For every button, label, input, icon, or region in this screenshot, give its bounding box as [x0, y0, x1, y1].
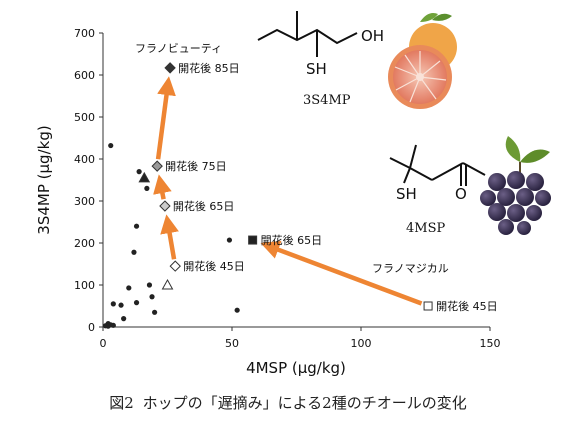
dot-point — [133, 300, 140, 306]
diamond-point — [159, 200, 171, 212]
trend-arrows — [153, 76, 423, 306]
dot-point — [144, 185, 150, 191]
y-tick-label: 200 — [74, 237, 95, 250]
diamond-point — [169, 260, 181, 272]
trend-arrow — [153, 174, 172, 200]
dot-point — [108, 142, 114, 149]
dot-point — [149, 294, 155, 300]
y-tick-label: 500 — [74, 111, 95, 124]
dot-point — [110, 301, 116, 307]
x-axis-label: 4MSP (μg/kg) — [246, 359, 346, 377]
molecule-3s4mp-oh: OH — [361, 27, 384, 45]
figure-caption: 図2 ホップの「遅摘み」による2種のチオールの変化 — [0, 392, 576, 413]
molecule-3s4mp-name: 3S4MP — [303, 93, 351, 108]
trend-arrow — [155, 76, 176, 160]
point-label: 開花後 65日 — [173, 199, 235, 213]
molecule-4msp-o: O — [455, 185, 467, 203]
dot-point — [136, 169, 142, 175]
molecule-3s4mp-sh: SH — [306, 60, 327, 78]
dot-point — [133, 223, 140, 229]
figure-caption-text: ホップの「遅摘み」による2種のチオールの変化 — [142, 394, 467, 412]
dot-point — [110, 322, 116, 328]
dot-point — [121, 316, 127, 322]
y-tick-label: 700 — [74, 27, 95, 40]
point-label: 開花後 45日 — [436, 299, 498, 313]
triangle-point — [138, 171, 151, 183]
x-tick-label: 50 — [225, 337, 239, 350]
molecule-4msp — [389, 144, 486, 186]
dot-point — [131, 249, 137, 255]
molecule-3s4mp — [257, 11, 358, 57]
axes: 0 100 200 300 400 500 600 700 0 50 100 150 4MSP (μ… — [35, 27, 501, 377]
x-tick-label: 150 — [480, 337, 501, 350]
grapefruit-icon — [388, 13, 457, 109]
x-ticks: 0 50 100 150 — [100, 327, 501, 350]
dot-point — [118, 302, 124, 308]
y-ticks: 0 100 200 300 400 500 600 700 — [74, 27, 103, 334]
triangle-point — [161, 278, 174, 290]
series-label-furano-magical: フラノマジカル — [372, 262, 449, 275]
point-label: 開花後 85日 — [178, 61, 240, 75]
molecule-4msp-sh: SH — [396, 185, 417, 203]
dot-point — [226, 237, 233, 243]
dot-point — [234, 307, 240, 313]
figure-number: 図2 — [109, 394, 134, 412]
trend-arrow — [260, 240, 423, 306]
dot-point — [126, 285, 132, 291]
grape-icon — [480, 136, 551, 235]
y-tick-label: 600 — [74, 69, 95, 82]
point-label: 開花後 65日 — [261, 233, 323, 247]
square-point — [423, 301, 433, 311]
x-tick-label: 0 — [100, 337, 107, 350]
y-axis-label: 3S4MP (μg/kg) — [35, 125, 53, 234]
data-points — [102, 62, 433, 329]
point-label: 開花後 75日 — [165, 159, 227, 173]
diamond-point — [151, 160, 163, 172]
y-tick-label: 400 — [74, 153, 95, 166]
series-label-furano-beauty: フラノビューティ — [135, 42, 222, 55]
x-tick-label: 100 — [351, 337, 372, 350]
y-tick-label: 100 — [74, 279, 95, 292]
point-label: 開花後 45日 — [183, 259, 245, 273]
molecule-4msp-name: 4MSP — [406, 221, 445, 236]
square-point — [248, 235, 258, 245]
trend-arrow — [160, 214, 179, 260]
y-tick-label: 0 — [88, 321, 95, 334]
dot-point — [152, 309, 158, 315]
diamond-point — [164, 62, 176, 74]
y-tick-label: 300 — [74, 195, 95, 208]
dot-point — [146, 282, 153, 288]
dot-point — [105, 323, 111, 329]
